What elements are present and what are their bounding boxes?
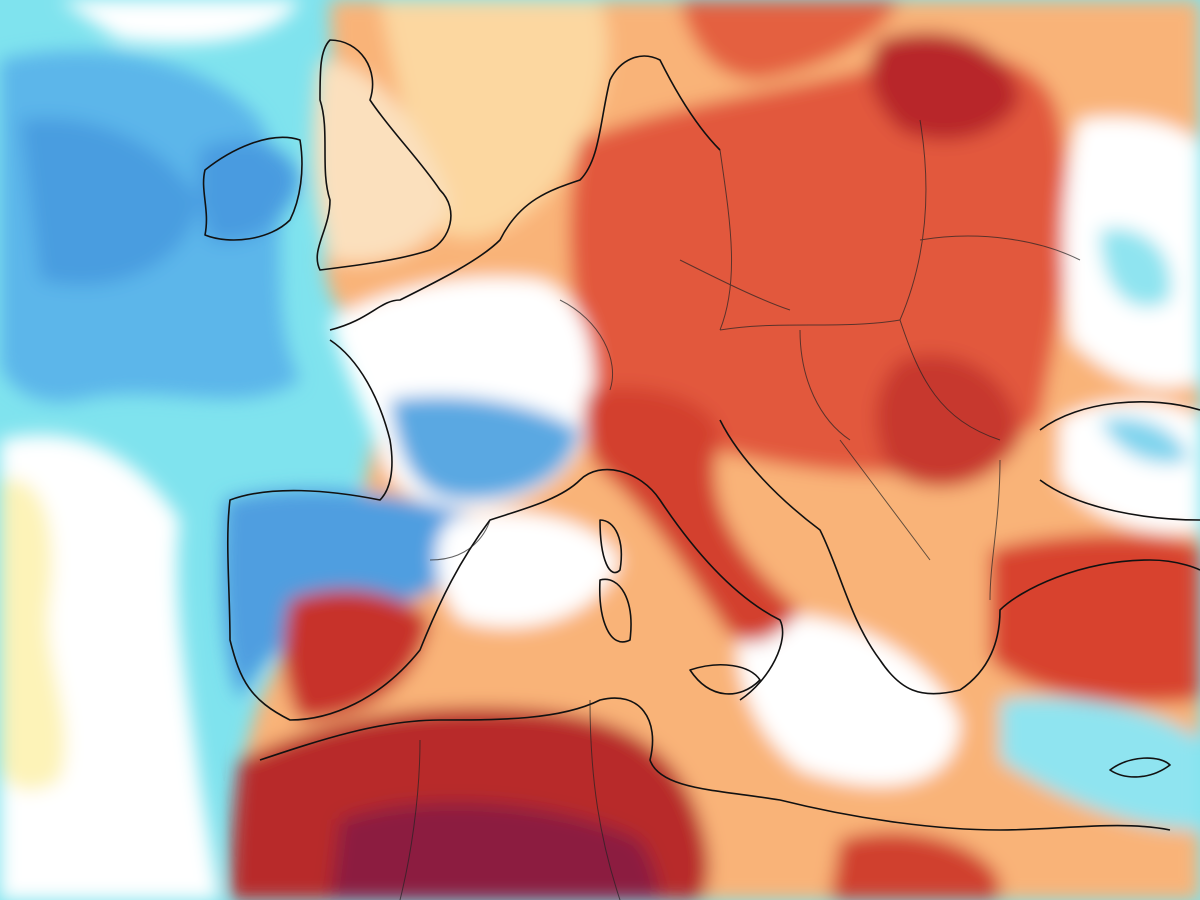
country-borders xyxy=(399,119,1081,900)
ireland-cool-zone xyxy=(198,140,300,242)
france-cool-zone xyxy=(390,396,580,500)
sardinia-coast xyxy=(599,578,632,643)
southwest-warm-zone xyxy=(0,478,66,791)
iberia-hot-zone xyxy=(283,589,430,720)
black-sea-coast xyxy=(1039,401,1200,521)
balkans-very-hot-zone xyxy=(876,354,1020,487)
atlantic-cold-zone xyxy=(20,118,200,286)
continent-north-coast xyxy=(329,55,721,331)
border-lines xyxy=(399,119,1081,900)
adriatic-aegean-coast xyxy=(719,419,1200,695)
sahara-extreme-zone xyxy=(330,802,660,900)
sicily-coast xyxy=(689,664,761,695)
coastlines xyxy=(202,39,1200,831)
southwest-neutral-zone xyxy=(0,434,220,900)
cyprus-coast xyxy=(1109,757,1171,778)
libya-hot-zone xyxy=(830,832,1000,900)
ireland-coast xyxy=(202,136,303,241)
black-sea-cool-zone xyxy=(1100,417,1190,464)
north-neutral-zone xyxy=(60,0,300,44)
italy-hot-zone xyxy=(583,387,800,643)
baltic-very-hot-zone xyxy=(869,32,1020,140)
britain-coast xyxy=(316,39,452,271)
africa-coast xyxy=(259,697,1171,831)
levant-cool-zone xyxy=(1000,697,1200,830)
corsica-coast xyxy=(599,519,623,574)
east-med-neutral-zone xyxy=(737,614,960,786)
west-med-neutral-zone xyxy=(436,512,620,628)
britain-mild-zone xyxy=(313,60,450,263)
east-cool-zone xyxy=(1100,228,1172,308)
anatolia-hot-zone xyxy=(990,534,1200,704)
scandinavia-hot-zone xyxy=(680,0,900,80)
west-med-coast xyxy=(226,339,784,721)
